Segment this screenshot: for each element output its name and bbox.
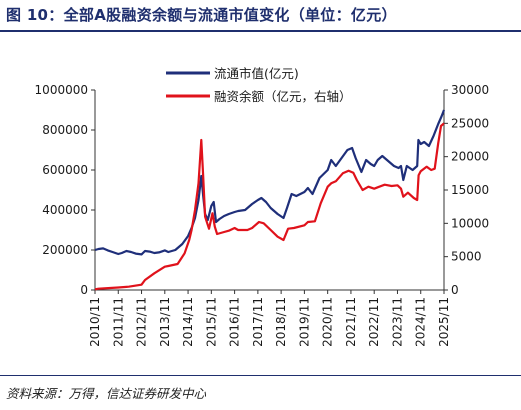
y-right-tick-label: 0 [451,283,459,297]
x-tick-label: 2011/11 [111,297,125,347]
y-left-tick-label: 400000 [42,203,88,217]
x-tick-label: 2019/11 [297,297,311,347]
source-note: 资料来源：万得，信达证券研发中心 [6,386,207,401]
chart-svg: 0 200000 400000 600000 800000 1000000 0 5000 100… [35,66,490,347]
x-tick-label: 2022/11 [367,297,381,347]
legend-label-market-cap: 流通市值(亿元) [214,66,299,81]
x-tick-label: 2025/11 [437,297,451,347]
y-left-tick-label: 200000 [42,243,88,257]
x-tick-label: 2023/11 [390,297,404,347]
y-right-tick-label: 25000 [451,116,489,130]
y-left-tick-label: 1000000 [35,83,88,97]
x-tick-label: 2020/11 [321,297,335,347]
y-right-tick-label: 30000 [451,83,489,97]
y-right-tick-label: 10000 [451,216,489,230]
title-rule [0,30,521,32]
x-tick-label: 2016/11 [228,297,242,347]
series-line-market-cap [94,109,446,256]
x-tick-label: 2021/11 [344,297,358,347]
series-line-margin-balance [94,122,445,291]
x-tick-label: 2014/11 [181,297,195,347]
legend-label-margin-balance: 融资余额（亿元，右轴） [214,89,352,104]
y-right-tick-label: 5000 [451,250,482,264]
x-tick-label: 2024/11 [414,297,428,347]
y-left-tick-label: 0 [80,283,88,297]
x-tick-label: 2017/11 [251,297,265,347]
source-rule [0,375,521,376]
x-tick-label: 2018/11 [274,297,288,347]
legend: 流通市值(亿元) 融资余额（亿元，右轴） [166,66,352,104]
x-tick-label: 2010/11 [88,297,102,347]
y-right-tick-label: 15000 [451,183,489,197]
y-left-tick-label: 600000 [42,163,88,177]
chart-title: 图 10：全部A股融资余额与流通市值变化（单位：亿元） [6,6,397,24]
x-tick-label: 2013/11 [158,297,172,347]
y-right-tick-label: 20000 [451,150,489,164]
series-lines [94,109,446,291]
y-left-tick-label: 800000 [42,123,88,137]
axes: 0 200000 400000 600000 800000 1000000 0 5000 100… [35,83,490,347]
x-tick-label: 2015/11 [204,297,218,347]
x-tick-label: 2012/11 [135,297,149,347]
